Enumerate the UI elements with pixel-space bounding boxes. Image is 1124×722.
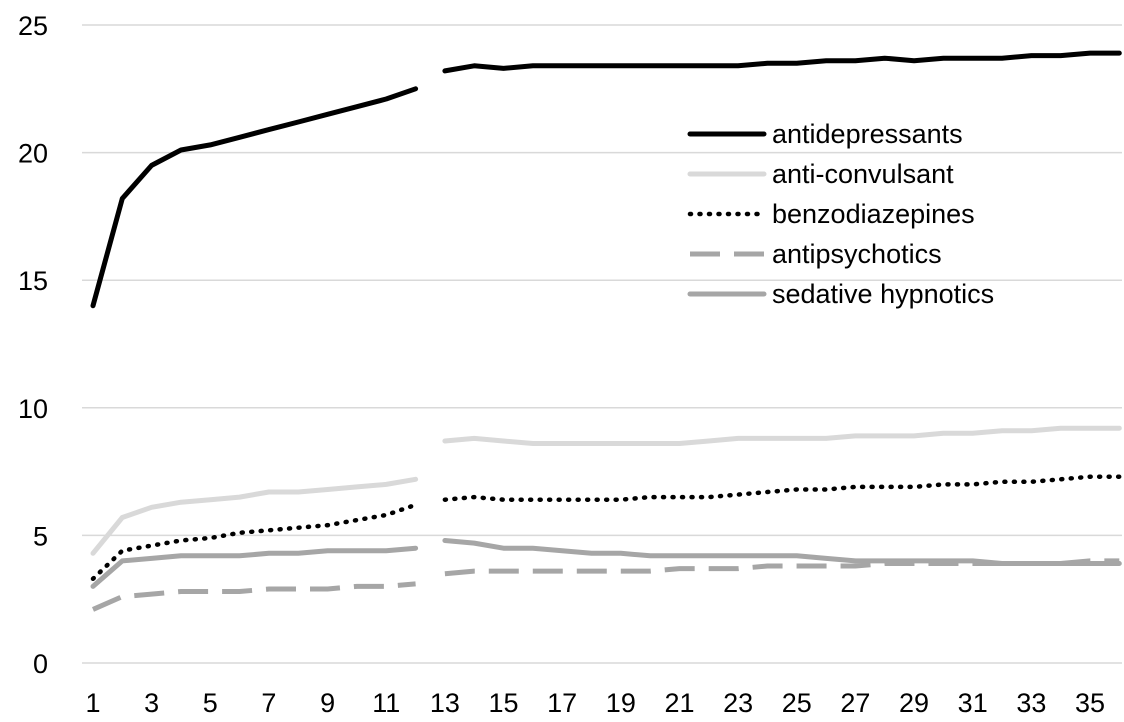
series-line-segment	[91, 581, 416, 612]
y-tick-label: 10	[18, 394, 48, 424]
legend-label: anti-convulsant	[772, 159, 954, 189]
x-tick-label: 31	[958, 688, 988, 718]
legend-item: sedative hypnotics	[687, 279, 994, 309]
series-line-segment	[442, 474, 1122, 502]
x-tick-label: 27	[840, 688, 870, 718]
series-antidepressants	[90, 50, 1122, 309]
series-line-segment	[90, 502, 418, 582]
legend-label: benzodiazepines	[772, 199, 975, 229]
series-line-segment	[90, 86, 419, 309]
x-tick-label: 3	[144, 688, 159, 718]
x-tick-label: 9	[320, 688, 335, 718]
y-tick-label: 25	[18, 11, 48, 41]
series-line-segment	[90, 476, 419, 556]
y-tick-label: 0	[33, 649, 48, 679]
x-tick-label: 35	[1075, 688, 1105, 718]
x-tick-label: 15	[489, 688, 519, 718]
x-tick-label: 1	[85, 688, 100, 718]
legend-item: antidepressants	[687, 119, 963, 149]
x-tick-label: 5	[203, 688, 218, 718]
series-lines	[90, 50, 1122, 612]
x-tick-label: 11	[372, 688, 400, 718]
x-tick-label: 7	[261, 688, 276, 718]
legend-label: sedative hypnotics	[772, 279, 994, 309]
x-axis-tick-labels: 1 3 5 7 9 11 13 15 17 19 21 23 25 27 29 31 33 35	[85, 688, 1105, 718]
legend: antidepressants anti-convulsant benzodiaze…	[687, 119, 994, 309]
gridlines	[82, 24, 1122, 664]
x-tick-label: 33	[1016, 688, 1046, 718]
series-sedative-hypnotics	[90, 538, 1122, 589]
x-tick-label: 21	[664, 688, 694, 718]
legend-item: anti-convulsant	[687, 159, 954, 189]
x-tick-label: 29	[899, 688, 929, 718]
x-tick-label: 17	[547, 688, 577, 718]
x-tick-label: 19	[606, 688, 636, 718]
y-tick-label: 5	[33, 521, 48, 551]
series-line-segment	[444, 558, 1120, 577]
legend-label: antidepressants	[772, 119, 963, 149]
series-line-segment	[90, 545, 419, 589]
x-tick-label: 23	[723, 688, 753, 718]
x-tick-label: 13	[430, 688, 460, 718]
y-tick-label: 20	[18, 139, 48, 169]
series-benzodiazepines	[90, 474, 1122, 582]
series-antipsychotics	[91, 558, 1120, 612]
y-axis-tick-labels: 0 5 10 15 20 25	[18, 11, 48, 679]
y-tick-label: 15	[18, 266, 48, 296]
series-line-segment	[442, 425, 1122, 446]
legend-item: benzodiazepines	[687, 199, 975, 229]
series-line-segment	[442, 538, 1122, 566]
legend-label: antipsychotics	[772, 239, 942, 269]
x-tick-label: 25	[782, 688, 812, 718]
series-line-segment	[442, 50, 1122, 74]
legend-item: antipsychotics	[690, 239, 942, 269]
series-anti-convulsant	[90, 425, 1122, 556]
